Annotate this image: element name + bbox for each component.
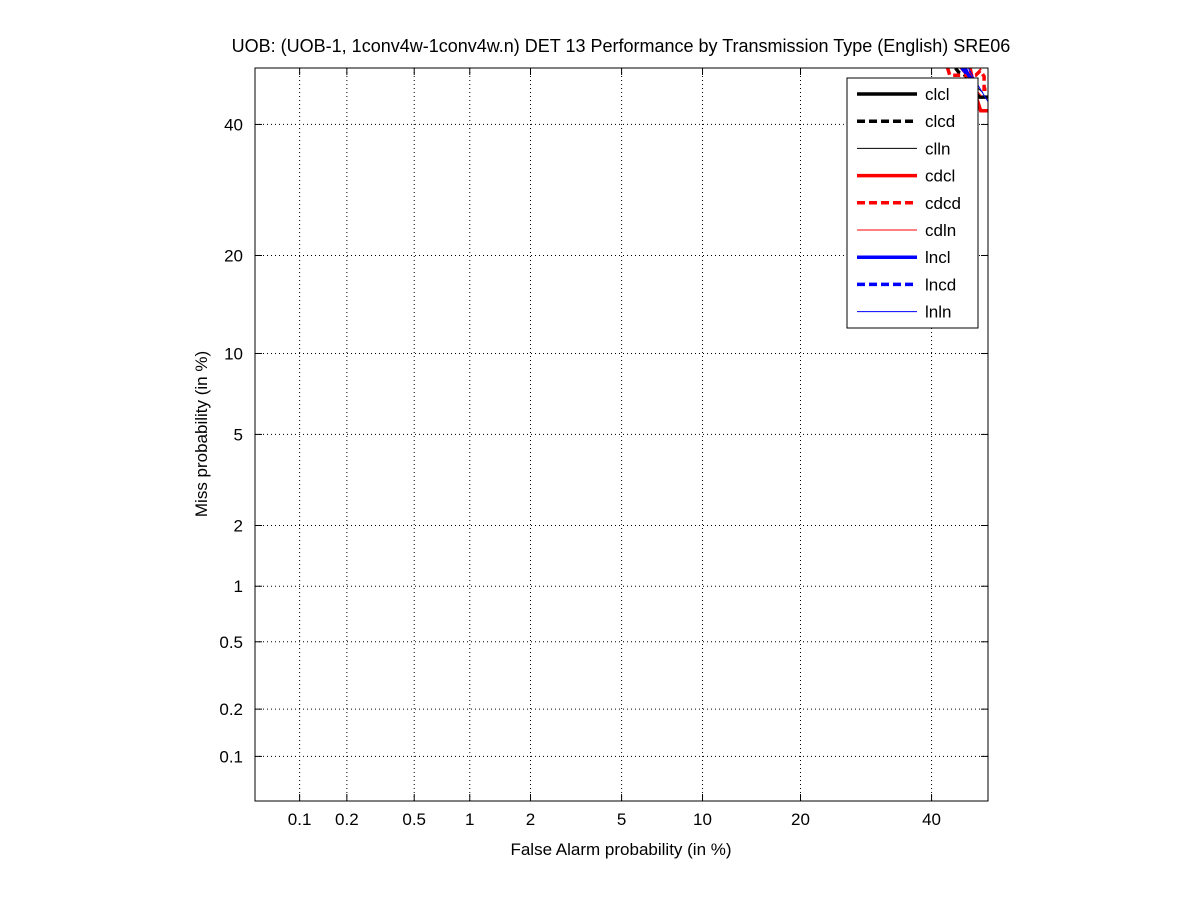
- y-tick-label: 0.1: [219, 747, 243, 766]
- y-tick-label: 1: [234, 577, 243, 596]
- series-cdcd-line: [945, 68, 988, 92]
- x-tick-label: 20: [791, 810, 810, 829]
- legend: clcl clcd clln cdcl cdcd cdln lncl lncd lnln: [846, 77, 979, 329]
- legend-label-cdln: cdln: [925, 221, 956, 240]
- x-tick-label: 1: [465, 810, 474, 829]
- x-tick-label: 2: [526, 810, 535, 829]
- legend-label-clln: clln: [925, 139, 951, 158]
- x-tick-label: 0.2: [335, 810, 359, 829]
- y-tick-labels: 0.1 0.2 0.5 1 2 5 10 20 40: [219, 115, 243, 766]
- x-tick-label: 10: [693, 810, 712, 829]
- chart-title: UOB: (UOB-1, 1conv4w-1conv4w.n) DET 13 P…: [232, 36, 1011, 56]
- legend-label-lncd: lncd: [925, 275, 956, 294]
- y-tick-label: 10: [224, 344, 243, 363]
- x-tick-label: 40: [922, 810, 941, 829]
- x-tick-label: 0.5: [402, 810, 426, 829]
- y-axis-label: Miss probability (in %): [192, 351, 211, 517]
- y-tick-label: 20: [224, 246, 243, 265]
- y-tick-label: 2: [234, 516, 243, 535]
- y-tick-label: 0.2: [219, 700, 243, 719]
- ticks: [255, 68, 988, 801]
- series-lnln-line: [967, 68, 988, 102]
- y-tick-label: 5: [234, 425, 243, 444]
- legend-label-lncl: lncl: [925, 248, 951, 267]
- x-tick-label: 5: [617, 810, 626, 829]
- x-tick-labels: 0.1 0.2 0.5 1 2 5 10 20 40: [288, 810, 941, 829]
- legend-label-cdcl: cdcl: [925, 167, 955, 186]
- x-tick-label: 0.1: [288, 810, 312, 829]
- y-tick-label: 0.5: [219, 633, 243, 652]
- x-axis-label: False Alarm probability (in %): [510, 840, 731, 859]
- legend-label-lnln: lnln: [925, 303, 951, 322]
- legend-label-clcl: clcl: [925, 85, 950, 104]
- y-tick-label: 40: [224, 115, 243, 134]
- legend-label-cdcd: cdcd: [925, 194, 961, 213]
- legend-label-clcd: clcd: [925, 112, 955, 131]
